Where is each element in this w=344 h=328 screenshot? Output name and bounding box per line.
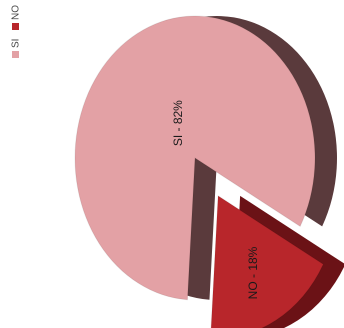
labels-layer: SI - 82% NO - 18% [171, 100, 260, 300]
slice-label-si: SI - 82% [171, 100, 185, 146]
legend-swatch-no [12, 23, 19, 30]
slice-face-no [210, 194, 324, 328]
slice-label-no: NO - 18% [246, 246, 260, 299]
legend-item-no: NO [11, 5, 22, 30]
slices-layer [74, 15, 344, 328]
legend-label-si: SI [11, 39, 22, 48]
legend-label-no: NO [11, 5, 22, 20]
legend-swatch-si [12, 51, 19, 58]
slice-si [74, 15, 338, 301]
legend: SI NO [11, 5, 22, 58]
slice-face-si [74, 15, 316, 301]
legend-item-si: SI [11, 39, 22, 58]
slice-no [210, 194, 344, 328]
